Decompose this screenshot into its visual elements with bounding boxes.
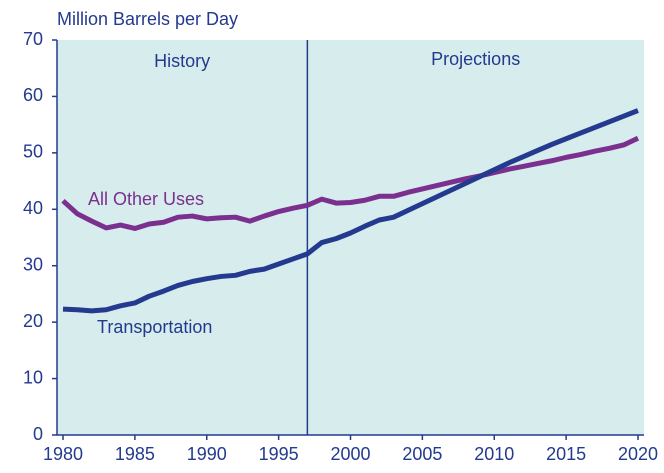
y-tick-label: 50 [23,142,43,162]
annotation: History [154,51,210,71]
x-tick-label: 1990 [187,444,227,464]
y-tick-label: 40 [23,198,43,218]
y-tick-label: 20 [23,311,43,331]
series-line [62,108,639,314]
series-label: All Other Uses [88,189,204,209]
y-tick-label: 60 [23,85,43,105]
x-tick-label: 1995 [259,444,299,464]
x-tick-label: 2010 [474,444,514,464]
x-tick-label: 2015 [546,444,586,464]
y-tick-label: 70 [23,29,43,49]
plot-background [57,40,644,435]
y-axis-label: Million Barrels per Day [57,9,238,29]
annotation: Projections [431,49,520,69]
y-tick-label: 0 [33,424,43,444]
x-tick-label: 1980 [43,444,83,464]
y-tick-label: 30 [23,254,43,274]
series-line [61,135,640,231]
y-tick-label: 10 [23,367,43,387]
x-tick-label: 1985 [115,444,155,464]
x-tick-label: 2005 [402,444,442,464]
series-label: Transportation [97,317,212,337]
x-tick-label: 2000 [330,444,370,464]
x-tick-label: 2020 [618,444,658,464]
